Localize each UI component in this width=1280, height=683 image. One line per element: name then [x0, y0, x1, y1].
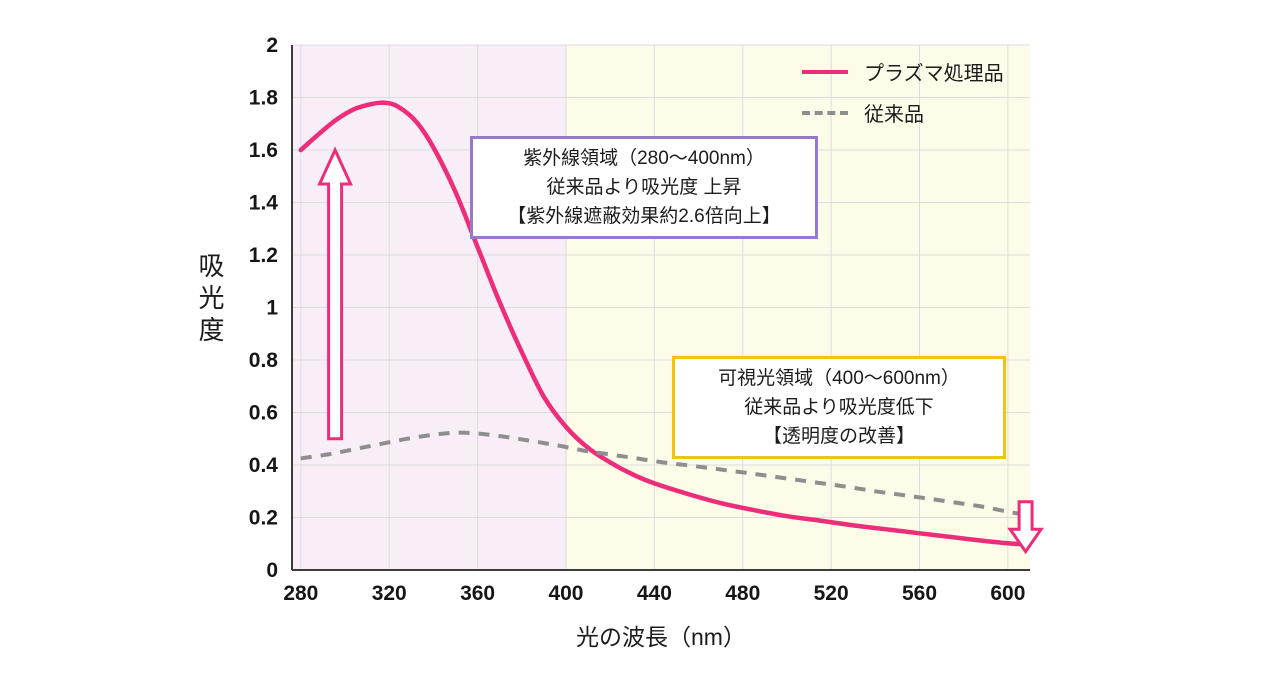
legend-label-conventional: 従来品: [864, 104, 924, 126]
y-tick-label: 1: [266, 297, 278, 320]
visible-annotation-box: 可視光領域（400〜600nm） 従来品より吸光度低下 【透明度の改善】: [672, 356, 1006, 459]
legend-label-plasma: プラズマ処理品: [864, 63, 1004, 85]
x-tick-label: 440: [637, 582, 672, 605]
y-tick-label: 0: [266, 559, 278, 582]
legend-marker-solid-line: [802, 69, 848, 74]
y-tick-label: 1.4: [249, 192, 279, 215]
uv-annotation-box: 紫外線領域（280〜400nm） 従来品より吸光度 上昇 【紫外線遮蔽効果約2.…: [470, 136, 818, 239]
visible-annotation-line-1: 可視光領域（400〜600nm）: [718, 368, 960, 389]
legend-marker-dashed-line: [802, 110, 848, 115]
x-tick-label: 560: [902, 582, 937, 605]
y-tick-label: 2: [266, 34, 278, 57]
uv-annotation-line-3: 【紫外線遮蔽効果約2.6倍向上】: [507, 206, 781, 227]
y-tick-label: 1.6: [249, 139, 278, 162]
uv-annotation-line-2: 従来品より吸光度 上昇: [546, 177, 742, 198]
y-tick-label: 1.8: [249, 87, 279, 110]
series-line-1: [300, 430, 1022, 517]
y-tick-label: 1.2: [249, 244, 278, 267]
x-tick-label: 280: [283, 582, 318, 605]
x-tick-label: 600: [990, 582, 1025, 605]
down-arrow: [1007, 500, 1044, 555]
y-tick-label: 0.6: [249, 402, 278, 425]
legend: プラズマ処理品 従来品: [802, 57, 1004, 127]
y-tick-label: 0.2: [249, 507, 278, 530]
x-tick-label: 400: [548, 582, 583, 605]
x-axis-label: 光の波長（nm）: [576, 624, 746, 650]
visible-annotation-line-2: 従来品より吸光度低下: [744, 397, 934, 418]
x-tick-label: 520: [814, 582, 849, 605]
y-axis-label: 吸光度: [195, 252, 225, 348]
uv-annotation-line-1: 紫外線領域（280〜400nm）: [523, 148, 765, 169]
legend-item-conventional: 従来品: [802, 98, 1004, 127]
x-tick-label: 480: [725, 582, 760, 605]
y-tick-label: 0.8: [249, 349, 279, 372]
x-tick-label: 360: [460, 582, 495, 605]
up-arrow: [317, 146, 353, 441]
y-tick-label: 0.4: [249, 454, 279, 477]
legend-item-plasma: プラズマ処理品: [802, 57, 1004, 86]
series-line-0: [298, 100, 1024, 547]
x-tick-label: 320: [372, 582, 407, 605]
visible-annotation-line-3: 【透明度の改善】: [762, 426, 915, 447]
